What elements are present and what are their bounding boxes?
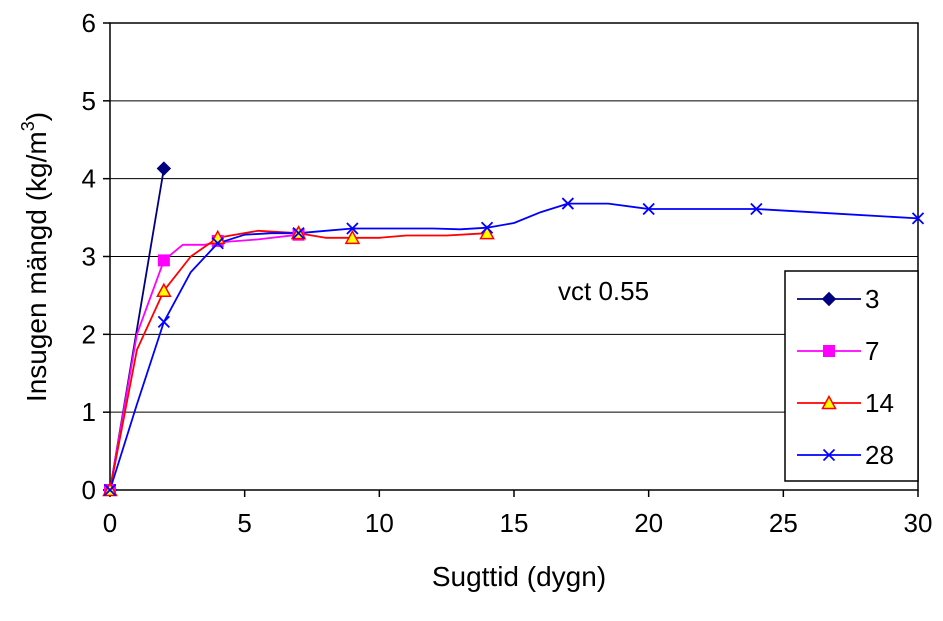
x-axis-title: Sugttid (dygn) [432,561,606,592]
y-tick-label: 2 [82,319,96,349]
series-marker [642,202,655,216]
y-axis-title-superscript: 3 [18,121,38,131]
series-7 [109,233,299,491]
y-tick-label: 3 [82,242,96,272]
series-marker [344,229,361,245]
legend-label: 14 [865,388,894,418]
series-marker [156,161,172,176]
legend-item-28: 28 [797,440,894,470]
legend-label: 3 [865,284,879,314]
x-tick-label: 10 [365,508,394,538]
series-marker [821,394,837,410]
marker-stroke [822,448,836,462]
x-tick-label: 30 [904,508,933,538]
y-axis-title-close: ) [21,112,52,121]
legend-box [784,270,919,482]
marker-stroke [157,315,171,329]
series-marker [479,225,495,240]
series-28 [109,202,919,491]
y-tick-label: 6 [82,8,96,38]
marker-stroke [561,197,575,210]
chart-annotation: vct 0.55 [558,276,649,306]
series-marker [822,448,836,462]
marker-stroke [911,212,925,225]
y-tick-label: 1 [82,397,96,427]
y-tick-label: 4 [82,164,96,194]
series-marker [750,202,763,216]
series-marker [157,254,170,267]
y-axis-title-main: Insugen mängd (kg/m [21,131,52,402]
marker-stroke [103,483,117,497]
series-marker [156,282,172,297]
marker-stroke [211,237,224,250]
series-marker [211,237,224,250]
marker-stroke [750,202,763,216]
legend-label: 28 [865,440,894,470]
series-marker [911,212,925,225]
series-marker [346,222,359,235]
series-group [102,161,925,498]
series-marker [157,315,171,329]
x-tick-label: 25 [769,508,798,538]
legend-item-7: 7 [797,336,879,366]
marker-stroke [642,202,655,216]
series-14 [109,229,488,491]
legend-item-14: 14 [797,388,894,418]
y-tick-label: 0 [82,475,96,505]
series-marker [103,483,117,497]
x-tick-label: 0 [103,508,117,538]
series-marker [292,227,305,240]
legend: 3 7 14 28 [784,270,919,482]
series-line [109,202,919,491]
series-marker [821,291,837,307]
series-marker [823,345,835,357]
x-tick-label: 15 [500,508,529,538]
series-markers-28 [103,197,925,497]
marker-stroke [346,222,359,235]
x-tick-label: 20 [634,508,663,538]
series-marker [561,197,575,210]
axis-ticks: 0 1 2 3 4 5 6 0 5 10 15 20 25 30 [82,8,933,538]
x-tick-label: 5 [237,508,251,538]
series-marker [480,221,494,234]
y-tick-label: 5 [82,86,96,116]
series-line [109,233,299,491]
marker-stroke [480,221,494,234]
legend-item-3: 3 [797,284,879,314]
y-axis-title: Insugen mängd (kg/m3) [18,112,52,402]
legend-label: 7 [865,336,879,366]
series-line [109,229,488,491]
marker-stroke [292,227,305,240]
